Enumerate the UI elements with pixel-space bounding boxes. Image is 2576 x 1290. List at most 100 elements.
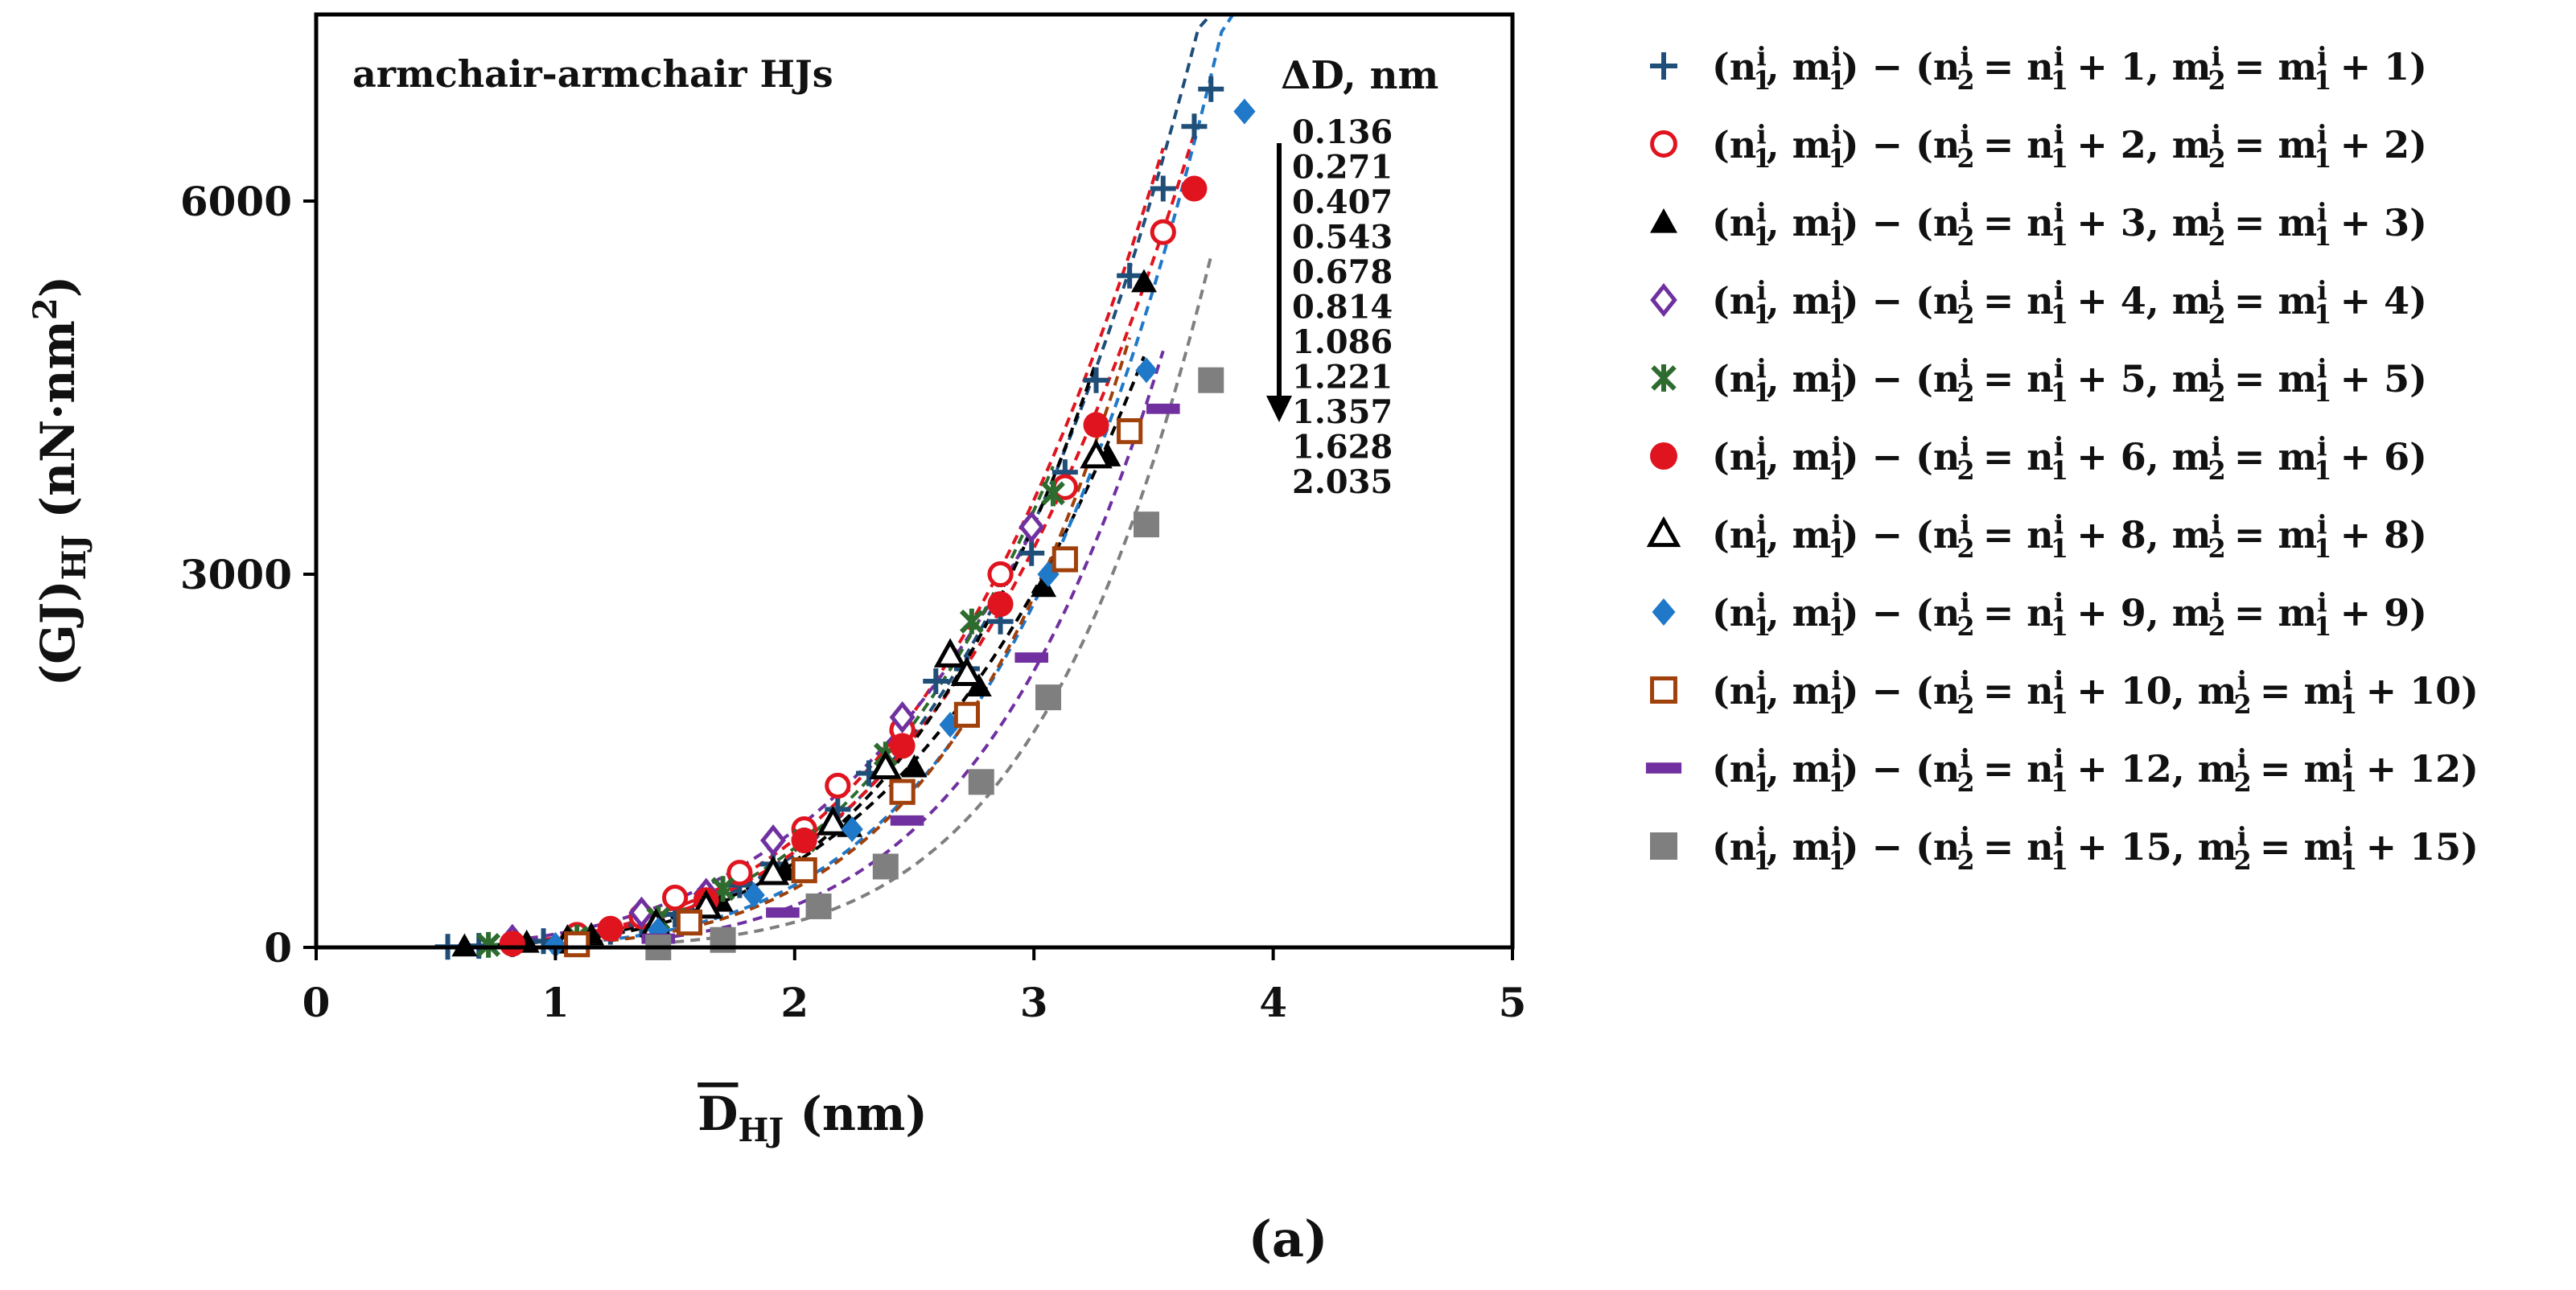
plot-marks [434,13,1256,960]
delta-d-value: 0.678 [1292,253,1393,291]
legend-marker [1650,832,1677,860]
legend-label: (n1i, m1i) − (n2i = n1i + 10, m2i = m1i … [1712,665,2479,720]
legend-marker [1646,516,1681,548]
data-point [1018,511,1045,544]
data-point [662,885,689,911]
legend-marker [1650,208,1677,233]
data-point [1131,269,1158,293]
legend-label: (n1i, m1i) − (n2i = n1i + 2, m2i = m1i +… [1712,119,2427,174]
chart-title: armchair-armchair HJs [352,52,833,96]
data-point [1181,175,1208,202]
data-point [923,668,949,695]
data-point [825,772,851,799]
data-point [1083,367,1109,393]
data-point [760,824,787,857]
series-2 [499,219,1176,957]
data-point [950,656,984,687]
trend-line-6 [512,133,1196,945]
data-point [1150,175,1176,202]
delta-d-value: 0.814 [1292,289,1393,327]
data-point [726,860,753,886]
data-point [953,701,981,728]
legend-label: (n1i, m1i) − (n2i = n1i + 9, m2i = m1i +… [1712,587,2427,642]
trend-line-1 [447,13,1212,949]
data-point [756,856,790,885]
legend-item-8: (n1i, m1i) − (n2i = n1i + 8, m2i = m1i +… [1646,509,2427,564]
data-point [1041,480,1065,507]
legend-item-10: (n1i, m1i) − (n2i = n1i + 10, m2i = m1i … [1650,665,2479,720]
data-point [1198,367,1224,393]
axis-labels: DHJ (nm) (GJ)HJ (nN·nm2) [27,276,928,1149]
legend-item-12: (n1i, m1i) − (n2i = n1i + 12, m2i = m1i … [1645,743,2479,798]
data-point [766,907,800,918]
legend-marker [1650,442,1677,470]
legend-marker [1650,52,1677,80]
legend-label: (n1i, m1i) − (n2i = n1i + 5, m2i = m1i +… [1712,353,2427,408]
delta-d-value: 1.357 [1292,393,1393,431]
data-point [987,591,1014,618]
x-axis-label: DHJ (nm) [697,1087,928,1149]
data-point [676,909,703,936]
figure-caption: (a) [1249,1210,1328,1268]
delta-d-value: 1.221 [1292,359,1393,396]
legend-item-1: (n1i, m1i) − (n2i = n1i + 1, m2i = m1i +… [1650,41,2427,96]
data-point [544,931,566,958]
series-12 [641,403,1180,944]
data-point [1198,76,1224,102]
trend-line-8 [567,361,1098,943]
legend-item-9: (n1i, m1i) − (n2i = n1i + 9, m2i = m1i +… [1652,587,2427,642]
delta-d-value: 1.086 [1292,323,1393,361]
data-point [1031,573,1057,598]
data-point [564,931,591,958]
x-tick-label: 4 [1259,979,1287,1026]
data-point [987,561,1014,588]
trend-line-9 [555,13,1245,946]
legend: (n1i, m1i) − (n2i = n1i + 1, m2i = m1i +… [1645,41,2479,876]
delta-d-value: 0.271 [1292,149,1393,187]
data-point [499,931,525,957]
legend-marker [1645,762,1682,774]
delta-d-header: ΔD, nm [1281,53,1438,98]
legend-marker [1650,676,1677,704]
legend-label: (n1i, m1i) − (n2i = n1i + 8, m2i = m1i +… [1712,509,2427,564]
data-point [1018,540,1045,566]
data-point [1117,262,1143,289]
series-4 [499,511,1045,956]
data-point [968,769,994,795]
data-point [933,638,967,668]
legend-marker [1650,130,1677,158]
data-point [791,857,817,884]
trend-line-12 [658,350,1165,940]
plot-frame [314,12,1515,950]
series-3 [451,269,1158,957]
data-point [869,750,903,780]
legend-label: (n1i, m1i) − (n2i = n1i + 1, m2i = m1i +… [1712,41,2427,96]
y-tick-label: 3000 [180,551,292,598]
data-point [1117,418,1143,445]
delta-d-value: 2.035 [1292,463,1393,501]
data-point [743,882,765,909]
trend-line-10 [577,337,1132,945]
data-point [451,933,478,957]
data-point [791,827,817,853]
legend-label: (n1i, m1i) − (n2i = n1i + 12, m2i = m1i … [1712,743,2479,798]
legend-marker [1652,598,1676,626]
legend-marker [1650,282,1677,318]
data-point [890,815,924,826]
data-point [1135,357,1158,384]
data-point [597,915,623,942]
data-point [889,700,916,733]
legend-item-6: (n1i, m1i) − (n2i = n1i + 6, m2i = m1i +… [1650,431,2427,486]
y-tick-label: 6000 [180,178,292,225]
legend-label: (n1i, m1i) − (n2i = n1i + 15, m2i = m1i … [1712,821,2479,876]
legend-item-3: (n1i, m1i) − (n2i = n1i + 3, m2i = m1i +… [1650,197,2427,252]
series-9 [544,98,1256,958]
data-point [1181,113,1208,140]
delta-d-value: 0.407 [1292,183,1393,221]
trend-line-15 [658,256,1213,945]
data-point [889,733,916,759]
delta-d-value: 0.543 [1292,219,1393,257]
legend-item-2: (n1i, m1i) − (n2i = n1i + 2, m2i = m1i +… [1650,119,2427,174]
x-tick-label: 5 [1499,979,1527,1026]
